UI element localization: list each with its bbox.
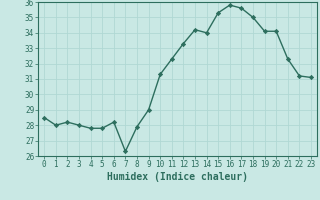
X-axis label: Humidex (Indice chaleur): Humidex (Indice chaleur) — [107, 172, 248, 182]
